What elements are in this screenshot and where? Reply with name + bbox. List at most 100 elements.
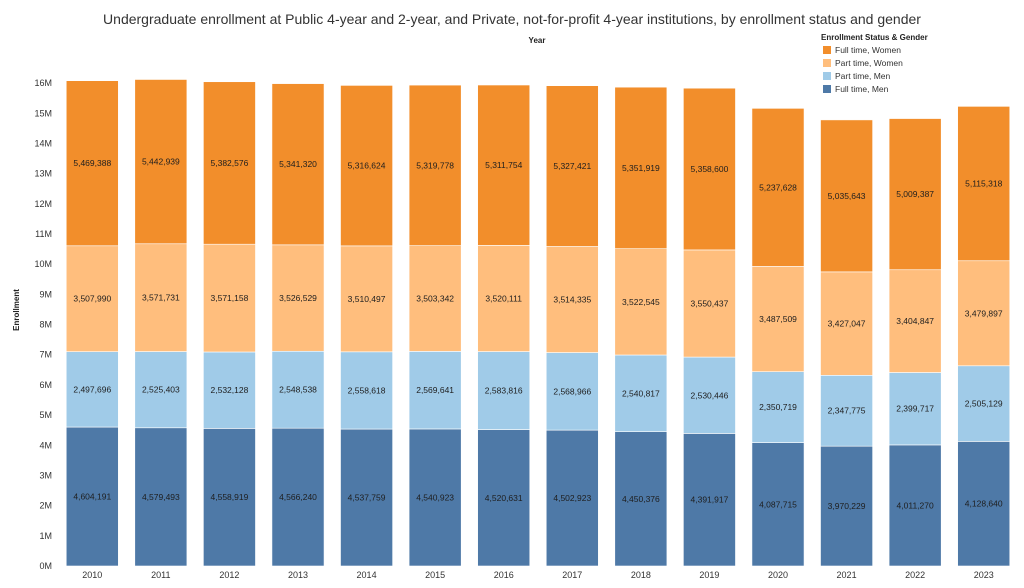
bar-segment (477, 429, 531, 567)
legend-entry: Part time, Men (835, 71, 891, 81)
bar-value-label: 2,540,817 (622, 388, 660, 398)
bar-segment (820, 445, 873, 567)
chart-title: Undergraduate enrollment at Public 4-yea… (103, 11, 921, 27)
bar-segment (751, 108, 805, 267)
legend-swatch (823, 59, 831, 67)
bar-value-label: 4,558,919 (211, 492, 249, 502)
bar-segment (820, 271, 873, 376)
bar-value-label: 4,604,191 (73, 492, 111, 502)
legend-entry: Full time, Men (835, 84, 889, 94)
bar-segment (614, 248, 668, 356)
bar-value-label: 3,571,158 (211, 293, 249, 303)
bar-value-label: 5,327,421 (553, 161, 591, 171)
y-tick-label: 2M (39, 501, 52, 511)
bar-segment (134, 351, 188, 429)
bar-segment (65, 80, 119, 247)
bar-segment (957, 260, 1011, 367)
bar-segment (340, 85, 393, 247)
y-axis-ticks: 0M 1M 2M 3M 4M 5M 6M 7M 8M 9M 10M 11M 12M 13M 14M 15M 16… (34, 78, 52, 571)
bar-segment (888, 372, 942, 446)
bar-segment (820, 375, 873, 447)
x-tick-label: 2019 (699, 570, 719, 580)
y-tick-label: 10M (34, 259, 52, 269)
bar-value-label: 3,514,335 (553, 295, 591, 305)
legend: Enrollment Status & Gender Full time, Wo… (821, 33, 928, 94)
y-tick-label: 9M (39, 289, 52, 299)
bar-value-label: 2,569,641 (416, 385, 454, 395)
x-axis-title: Year (529, 36, 546, 45)
bar-segment (271, 83, 325, 246)
bar-segment (614, 354, 668, 432)
bar-value-label: 5,358,600 (691, 164, 729, 174)
bar-segment (65, 351, 119, 428)
bar-value-label: 5,237,628 (759, 182, 797, 192)
y-tick-label: 4M (39, 440, 52, 450)
x-axis-ticks: 2010 2011 2012 2013 2014 2015 2016 2017 2018 2019… (82, 570, 993, 580)
bar-segment (477, 84, 531, 246)
bar-segment (888, 118, 942, 271)
x-tick-label: 2020 (768, 570, 788, 580)
bar-value-label: 2,558,618 (348, 385, 386, 395)
bar-segment (477, 245, 531, 352)
bar-value-label: 2,525,403 (142, 385, 180, 395)
bar-segment (408, 428, 462, 567)
bar-value-label: 2,568,966 (553, 386, 591, 396)
bar-value-label: 5,442,939 (142, 157, 180, 167)
bar-segment (408, 245, 462, 352)
x-tick-label: 2018 (631, 570, 651, 580)
bar-segment (683, 433, 736, 567)
bar-value-label: 5,382,576 (211, 158, 249, 168)
bar-segment (271, 244, 325, 352)
bar-segment (957, 441, 1011, 567)
bar-segment (614, 431, 668, 567)
bar-segment (820, 119, 873, 273)
y-tick-label: 12M (34, 199, 52, 209)
bar-value-label: 2,505,129 (965, 399, 1003, 409)
bar-value-label: 2,532,128 (211, 385, 249, 395)
y-tick-label: 13M (34, 169, 52, 179)
bar-value-label: 3,404,847 (896, 316, 934, 326)
x-tick-label: 2023 (974, 570, 994, 580)
bar-value-label: 3,427,047 (828, 319, 866, 329)
x-tick-label: 2015 (425, 570, 445, 580)
y-tick-label: 1M (39, 531, 52, 541)
bar-value-label: 5,115,318 (965, 179, 1002, 189)
bar-value-label: 3,507,990 (73, 294, 111, 304)
bars-group: 4,604,191 2,497,696 3,507,990 5,469,388 4,57… (65, 79, 1011, 567)
bar-segment (203, 428, 256, 567)
bar-segment (614, 86, 668, 249)
legend-swatch (823, 85, 831, 93)
legend-title: Enrollment Status & Gender (821, 33, 928, 42)
bar-value-label: 2,530,446 (691, 390, 729, 400)
y-tick-label: 16M (34, 78, 52, 88)
bar-value-label: 5,035,643 (828, 191, 866, 201)
bar-value-label: 4,391,917 (691, 495, 729, 505)
bar-value-label: 5,469,388 (73, 158, 111, 168)
bar-segment (957, 365, 1011, 442)
y-tick-label: 5M (39, 410, 52, 420)
bar-segment (340, 245, 393, 353)
bar-segment (65, 426, 119, 567)
bar-segment (340, 351, 393, 430)
x-tick-label: 2016 (494, 570, 514, 580)
bar-value-label: 4,579,493 (142, 492, 180, 502)
bar-value-label: 4,011,270 (897, 500, 934, 510)
bar-segment (271, 427, 325, 567)
bar-value-label: 5,351,919 (622, 163, 660, 173)
bar-value-label: 4,087,715 (759, 499, 797, 509)
bar-value-label: 3,503,342 (416, 294, 454, 304)
bar-value-label: 4,520,631 (485, 493, 523, 503)
bar-value-label: 3,487,509 (759, 314, 797, 324)
bar-value-label: 2,350,719 (759, 402, 797, 412)
bar-value-label: 3,479,897 (965, 308, 1003, 318)
bar-value-label: 5,341,320 (279, 159, 317, 169)
y-tick-label: 0M (39, 561, 52, 571)
bar-segment (134, 79, 188, 245)
y-tick-label: 6M (39, 380, 52, 390)
bar-segment (203, 243, 256, 353)
bar-segment (545, 352, 599, 431)
legend-entry: Part time, Women (835, 58, 903, 68)
x-tick-label: 2010 (82, 570, 102, 580)
bar-segment (683, 87, 736, 251)
